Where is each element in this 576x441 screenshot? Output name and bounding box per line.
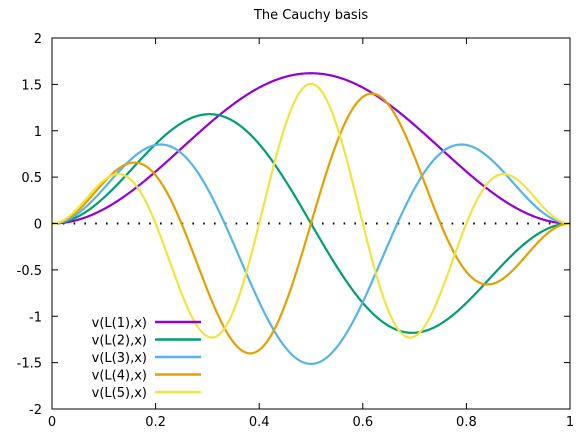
y-tick-label: -1.5 (17, 357, 42, 372)
legend-label-3: v(L(3),x) (92, 351, 147, 366)
series-line-1 (51, 72, 571, 225)
legend-label-1: v(L(1),x) (92, 316, 147, 331)
y-tick-label: 1.5 (21, 78, 42, 93)
x-tick-label: 0.8 (456, 415, 477, 430)
series-line-3 (51, 143, 571, 366)
legend: v(L(1),x) v(L(2),x) v(L(3),x) v(L(4),x) v(L(… (92, 316, 201, 401)
y-tick-label: -1 (29, 310, 42, 325)
legend-label-2: v(L(2),x) (92, 334, 147, 349)
y-tick-label: -2 (29, 403, 42, 418)
x-tick-label: 0.6 (352, 415, 373, 430)
legend-label-4: v(L(4),x) (92, 369, 147, 384)
legend-label-5: v(L(5),x) (92, 386, 147, 401)
chart-title: The Cauchy basis (253, 8, 368, 23)
x-tick-label: 0.4 (249, 415, 270, 430)
series-line-5 (51, 82, 571, 339)
axis-ticks: 0 0.2 0.4 0.6 0.8 1 -2 -1.5 -1 -0.5 0 0.5 1 1.5 2 (17, 32, 575, 430)
y-tick-label: 1 (34, 125, 42, 140)
x-tick-label: 0 (48, 415, 56, 430)
series-line-4 (51, 92, 571, 355)
y-tick-label: 0.5 (21, 171, 42, 186)
y-tick-label: 0 (34, 218, 42, 233)
series-lines (51, 72, 571, 366)
x-tick-label: 1 (566, 415, 574, 430)
y-tick-label: 2 (34, 32, 42, 47)
x-tick-label: 0.2 (145, 415, 166, 430)
y-tick-label: -0.5 (17, 264, 42, 279)
